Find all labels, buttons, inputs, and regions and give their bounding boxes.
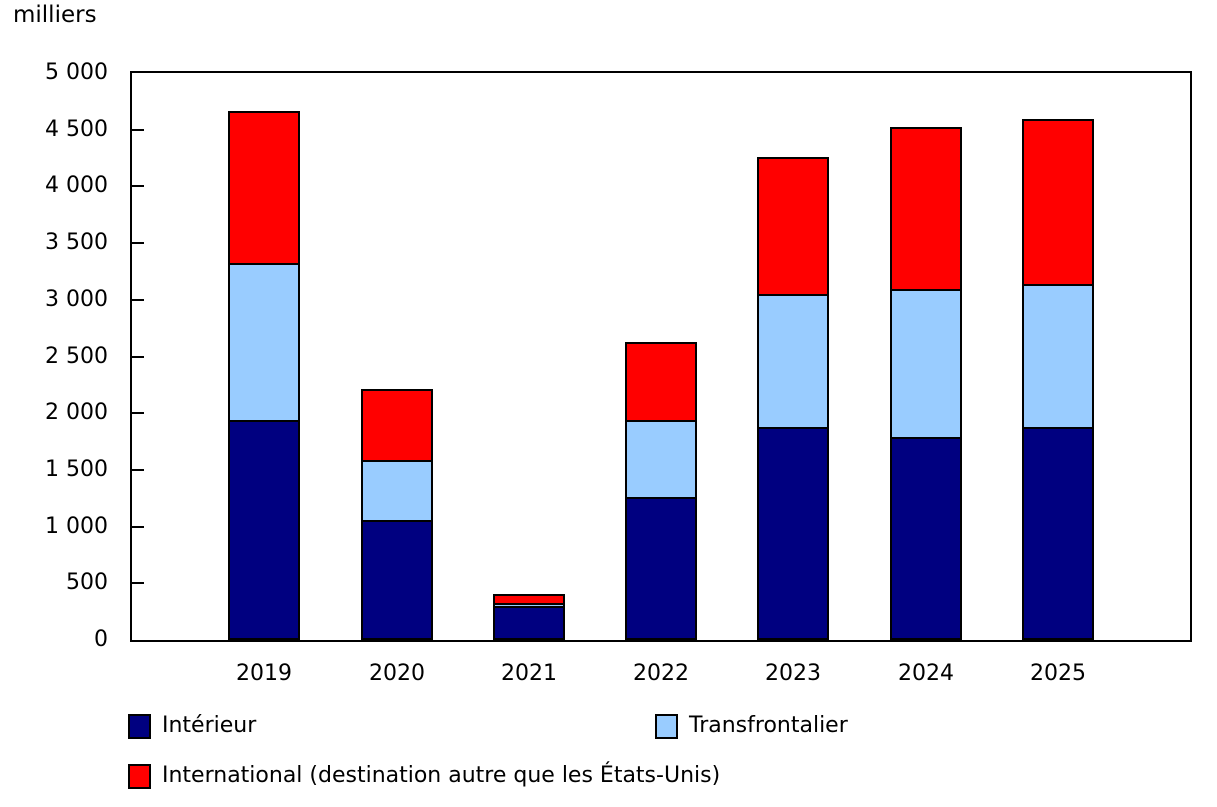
bar-2019	[228, 110, 300, 640]
bar-segment-international-2025	[1024, 121, 1092, 285]
bar-2024	[890, 127, 962, 640]
bar-segment-intérieur-2025	[1024, 427, 1092, 638]
y-axis-tick	[132, 468, 144, 471]
bar-2021	[493, 593, 565, 640]
y-axis-tick	[132, 128, 144, 131]
y-axis-tick-label: 2 000	[45, 400, 108, 426]
x-axis-tick-label: 2020	[369, 661, 425, 686]
x-axis-tick-label: 2022	[633, 661, 689, 686]
legend-item-international: International (destination autre que les…	[128, 762, 720, 790]
bar-2020	[361, 389, 433, 640]
legend-swatch-interieur	[128, 713, 151, 739]
y-axis-tick-label: 1 500	[45, 456, 108, 482]
bar-segment-intérieur-2021	[495, 606, 563, 638]
x-axis-tick-label: 2021	[501, 661, 557, 686]
legend-label-international: International (destination autre que les…	[162, 763, 721, 788]
bar-segment-transfrontalier-2022	[627, 420, 695, 497]
x-axis-tick-label: 2024	[898, 661, 954, 686]
y-axis-tick	[132, 525, 144, 528]
bar-segment-international-2020	[363, 391, 431, 460]
y-axis-tick-label: 1 000	[45, 513, 108, 539]
legend-swatch-international	[128, 763, 151, 789]
y-axis-tick-label: 500	[66, 570, 108, 596]
y-axis-tick	[132, 298, 144, 301]
y-axis-tick-label: 2 500	[45, 343, 108, 369]
x-axis-tick-label: 2023	[765, 661, 821, 686]
y-axis-tick-label: 3 500	[45, 230, 108, 256]
y-axis-tick	[132, 412, 144, 415]
x-axis-tick-label: 2019	[236, 661, 292, 686]
y-axis-tick	[132, 242, 144, 245]
bar-segment-transfrontalier-2021	[495, 602, 563, 607]
bar-segment-international-2022	[627, 344, 695, 421]
plot-area	[130, 71, 1192, 642]
y-axis-tick-label: 0	[94, 627, 108, 652]
bar-segment-intérieur-2023	[759, 427, 827, 638]
y-axis-tick	[132, 582, 144, 585]
y-axis-tick-label: 3 000	[45, 286, 108, 312]
legend-label-transfrontalier: Transfrontalier	[689, 713, 848, 738]
bar-2025	[1022, 119, 1094, 640]
bar-segment-international-2023	[759, 159, 827, 295]
legend-item-interieur: Intérieur	[128, 712, 256, 740]
bar-segment-transfrontalier-2024	[892, 289, 960, 437]
y-axis-tick-label: 5 000	[45, 60, 108, 85]
bar-segment-transfrontalier-2019	[230, 262, 298, 421]
bar-segment-transfrontalier-2025	[1024, 284, 1092, 428]
bar-segment-intérieur-2020	[363, 519, 431, 638]
y-axis-unit-label: milliers	[13, 2, 97, 28]
bar-2023	[757, 157, 829, 640]
y-axis-tick	[132, 355, 144, 358]
bar-2022	[625, 342, 697, 640]
bar-segment-international-2019	[230, 112, 298, 263]
y-axis-tick-label: 4 500	[45, 116, 108, 142]
y-axis-tick-label: 4 000	[45, 173, 108, 199]
bar-segment-transfrontalier-2020	[363, 459, 431, 520]
x-axis-tick-label: 2025	[1030, 661, 1086, 686]
bar-segment-transfrontalier-2023	[759, 294, 827, 428]
legend-swatch-transfrontalier	[655, 713, 678, 739]
legend-label-interieur: Intérieur	[162, 713, 257, 738]
bar-segment-international-2021	[495, 595, 563, 603]
bar-segment-intérieur-2024	[892, 436, 960, 638]
bar-segment-international-2024	[892, 129, 960, 290]
bar-segment-intérieur-2022	[627, 496, 695, 638]
y-axis-tick	[132, 185, 144, 188]
bar-segment-intérieur-2019	[230, 420, 298, 638]
legend-item-transfrontalier: Transfrontalier	[655, 712, 848, 740]
